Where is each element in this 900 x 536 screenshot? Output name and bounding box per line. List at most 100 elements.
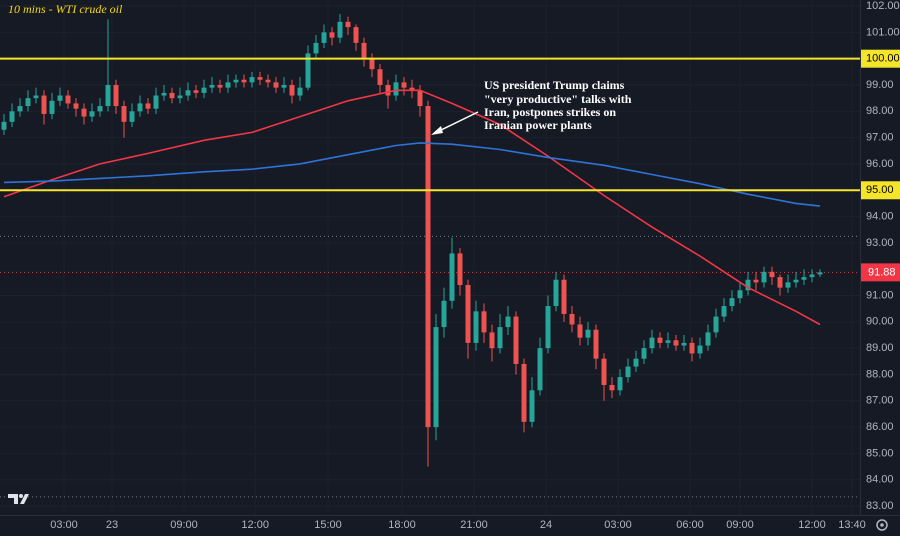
candle-body [633,358,639,367]
candle-body [785,282,791,288]
candle-body [321,32,327,43]
y-tick-label: 85.00 [866,447,894,459]
candle-body [505,316,511,328]
candle-body [137,103,143,112]
x-tick-label: 12:00 [241,519,269,531]
candle-body [313,42,319,54]
candle-body [561,279,567,314]
candle-body [449,253,455,301]
candle-body [745,279,751,291]
candle-body [361,42,367,59]
candle-body [161,92,167,96]
candle-body [297,87,303,96]
level-tag [861,49,900,68]
x-tick-label: 09:00 [170,519,198,531]
candle-body [65,95,71,104]
candle-body [57,95,63,101]
candle-body [761,271,767,283]
candle-body [625,366,631,378]
candle-body [153,95,159,109]
candle-body [529,390,535,422]
candle-body [49,100,55,114]
chart-title: 10 mins - WTI crude oil [8,2,123,16]
candle-body [177,95,183,99]
candle-body [705,332,711,346]
candle-body [369,58,375,70]
tv-logo [8,494,29,504]
candle-body [577,324,583,338]
candle-body [353,27,359,43]
candle-body [17,106,23,112]
moving-average [3,89,821,326]
candle-body [73,103,79,109]
candle-body [41,95,47,114]
candle-body [225,82,231,88]
candle-body [305,53,311,88]
y-tick-label: 87.00 [866,395,894,407]
candle-body [241,79,247,83]
annotation-line: Iran, postpones strikes on [484,105,616,119]
candle-body [697,345,703,354]
x-tick-label: 21:00 [460,519,488,531]
candle-body [257,77,263,80]
x-tick-label: 03:00 [50,519,78,531]
candle-body [409,87,415,91]
candle-body [33,95,39,99]
candle-body [553,279,559,307]
candle-body [193,90,199,93]
x-tick-label: 24 [540,519,552,531]
y-tick-label: 101.00 [866,26,900,38]
candle-body [329,32,335,38]
last-price-tag [861,263,900,282]
y-tick-label: 102.00 [866,0,900,12]
candle-body [649,337,655,349]
y-tick-label: 99.00 [866,79,894,91]
candle-body [713,316,719,333]
candle-body [289,85,295,96]
candle-body [201,87,207,93]
annotation-line: US president Trump claims [484,78,625,92]
settings-icon[interactable] [876,519,888,531]
annotation-line: Iranian power plants [484,118,592,132]
candle-body [113,85,119,107]
candle-body [265,79,271,83]
candle-body [425,106,431,428]
candle-body [569,313,575,325]
candle-body [89,111,95,117]
x-tick-label: 06:00 [676,519,704,531]
candle-body [105,85,111,107]
candle-body [769,271,775,278]
x-tick-label: 18:00 [388,519,416,531]
y-tick-label: 86.00 [866,421,894,433]
candle-body [817,272,823,275]
candle-body [537,348,543,391]
candle-body [337,21,343,38]
candle-body [513,316,519,364]
candle-body [497,327,503,349]
candle-body [473,311,479,343]
candle-body [441,300,447,328]
candle-body [121,106,127,122]
candle-body [801,277,807,280]
candle-body [209,85,215,88]
candle-body [273,82,279,88]
x-tick-label: 03:00 [604,519,632,531]
x-tick-label: 23 [106,519,118,531]
candle-body [385,85,391,96]
candle-body [249,77,255,83]
candle-body [593,329,599,359]
y-tick-label: 83.00 [866,500,894,512]
candle-body [753,279,759,283]
candle-body [417,90,423,107]
candle-body [673,340,679,346]
y-tick-label: 93.00 [866,237,894,249]
annotation-line: "very productive" talks with [484,92,632,106]
candle-body [481,311,487,333]
candle-body [793,279,799,283]
y-tick-label: 98.00 [866,105,894,117]
candle-body [617,377,623,391]
candle-body [585,329,591,338]
candle-body [345,21,351,28]
